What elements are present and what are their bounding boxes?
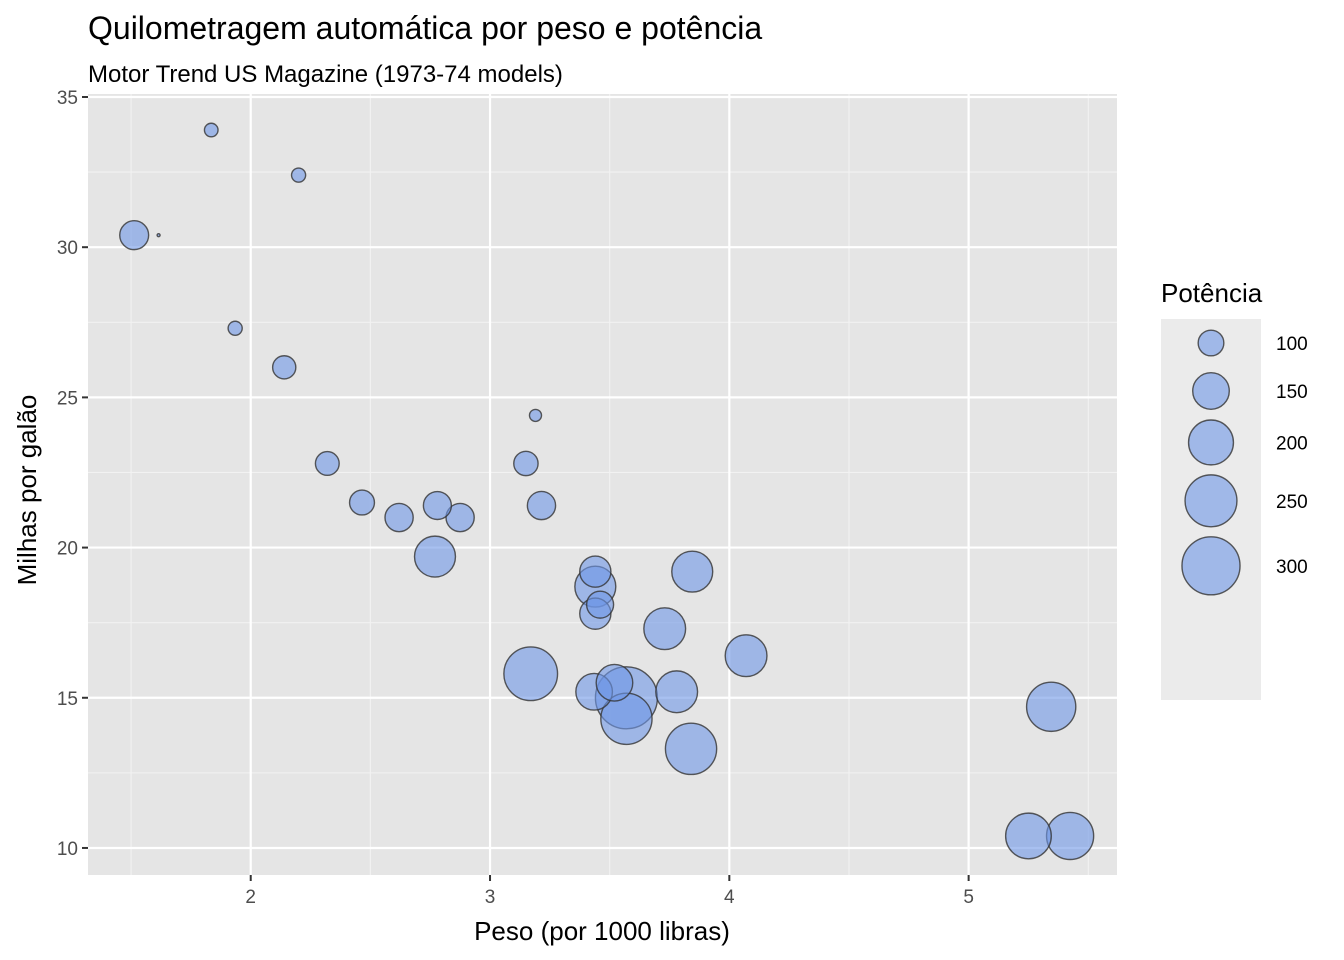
legend-key-circle: [1181, 536, 1241, 596]
grid-lines: [88, 94, 1117, 875]
legend-key-label: 150: [1276, 382, 1308, 403]
y-tick-label: 30: [57, 238, 78, 259]
data-point: [156, 232, 161, 238]
data-point: [384, 502, 414, 533]
legend-key-circle: [1197, 329, 1225, 357]
data-point: [348, 489, 376, 516]
y-tick-label: 35: [57, 88, 78, 109]
x-tick-label: 5: [963, 887, 974, 908]
data-point: [1045, 811, 1095, 861]
data-point: [271, 355, 297, 380]
data-point: [1004, 812, 1052, 860]
chart-subtitle: Motor Trend US Magazine (1973-74 models): [88, 61, 563, 88]
legend-title: Potência: [1161, 278, 1263, 308]
data-point: [664, 722, 718, 776]
size-legend: Potência 100 150 200 250 300: [1161, 278, 1308, 700]
data-point: [413, 535, 457, 578]
legend-key-label: 200: [1276, 433, 1308, 454]
y-axis-title: Milhas por galão: [12, 395, 42, 586]
plot-panel: [88, 94, 1117, 875]
data-point: [290, 167, 307, 183]
data-point: [724, 634, 768, 678]
x-tick-label: 2: [245, 887, 256, 908]
data-point: [314, 450, 340, 477]
data-point: [503, 646, 559, 702]
data-point: [513, 450, 539, 477]
data-point: [643, 607, 687, 651]
legend-key-circle: [1187, 419, 1235, 466]
legend-key-label: 300: [1276, 557, 1308, 578]
data-point: [445, 502, 475, 533]
axes: 2 3 4 5 10 15 20 25 30 35: [57, 88, 974, 908]
data-point: [1025, 681, 1077, 733]
data-point: [671, 550, 714, 593]
y-tick-label: 10: [57, 839, 78, 860]
data-points: [119, 122, 1095, 861]
data-point: [579, 555, 612, 588]
legend-key-label: 100: [1276, 334, 1308, 355]
data-point: [526, 490, 557, 521]
data-point: [227, 320, 243, 337]
y-tick-label: 25: [57, 388, 78, 409]
x-tick-label: 4: [724, 887, 735, 908]
y-tick-label: 15: [57, 689, 78, 710]
data-point: [585, 590, 615, 619]
legend-key-circle: [1192, 372, 1230, 410]
data-point: [422, 490, 453, 521]
data-point: [595, 663, 634, 702]
data-point: [655, 670, 699, 714]
y-tick-label: 20: [57, 539, 78, 560]
data-point: [119, 220, 150, 251]
legend-key-label: 250: [1276, 492, 1308, 513]
chart-title: Quilometragem automática por peso e potê…: [88, 10, 762, 46]
x-tick-label: 3: [485, 887, 496, 908]
data-point: [203, 122, 219, 138]
x-axis-title: Peso (por 1000 libras): [474, 916, 730, 946]
legend-key-circle: [1184, 474, 1238, 528]
data-point: [528, 408, 543, 423]
